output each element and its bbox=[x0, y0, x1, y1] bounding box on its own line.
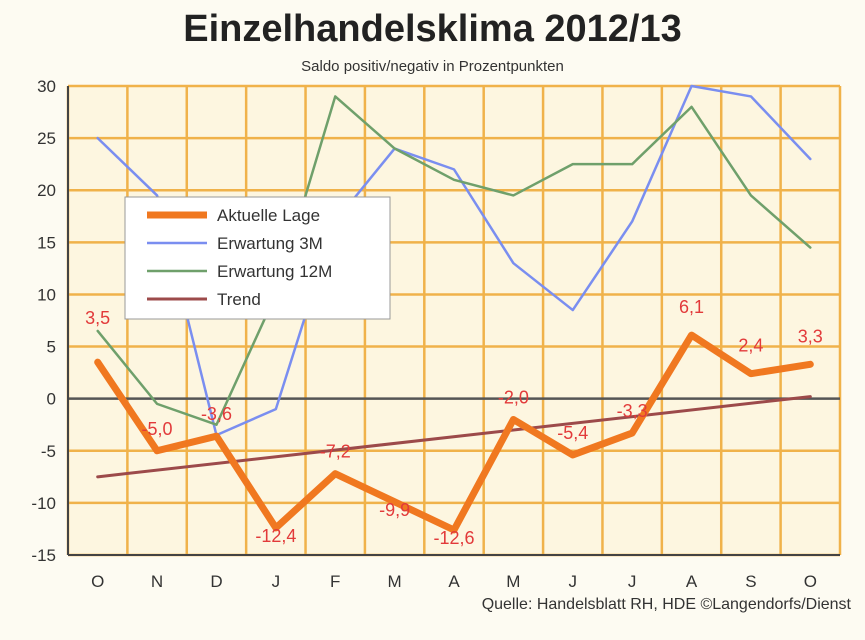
x-tick-label: A bbox=[448, 572, 460, 591]
x-tick-label: J bbox=[569, 572, 578, 591]
y-tick-label: -5 bbox=[41, 442, 56, 461]
data-label: -5,0 bbox=[142, 419, 173, 439]
data-label: -12,6 bbox=[433, 528, 474, 548]
x-tick-label: N bbox=[151, 572, 163, 591]
data-label: 2,4 bbox=[738, 336, 763, 356]
data-label: -3,3 bbox=[617, 401, 648, 421]
x-tick-label: A bbox=[686, 572, 698, 591]
series-line-trend bbox=[96, 395, 812, 479]
data-label: -7,2 bbox=[320, 442, 351, 462]
series-line-aktuelle-lage bbox=[94, 331, 814, 534]
x-tick-label: O bbox=[804, 572, 817, 591]
chart-subtitle: Saldo positiv/negativ in Prozentpunkten bbox=[301, 58, 564, 75]
legend-label: Aktuelle Lage bbox=[217, 206, 320, 225]
x-tick-label: S bbox=[745, 572, 756, 591]
legend-label: Erwartung 12M bbox=[217, 262, 332, 281]
source-note: Quelle: Handelsblatt RH, HDE ©Langendorf… bbox=[481, 596, 851, 613]
y-tick-label: 20 bbox=[37, 181, 56, 200]
chart-title: Einzelhandelsklima 2012/13 bbox=[183, 8, 682, 50]
y-tick-label: -10 bbox=[31, 494, 56, 513]
legend-label: Erwartung 3M bbox=[217, 234, 323, 253]
plot-area bbox=[68, 86, 840, 555]
y-tick-label: -15 bbox=[31, 546, 56, 565]
data-label: 6,1 bbox=[679, 297, 704, 317]
x-tick-label: F bbox=[330, 572, 340, 591]
y-tick-label: 5 bbox=[47, 338, 56, 357]
y-tick-label: 0 bbox=[47, 390, 56, 409]
data-label: -3,6 bbox=[201, 404, 232, 424]
data-label: 3,5 bbox=[85, 308, 110, 328]
y-tick-label: 15 bbox=[37, 233, 56, 252]
data-label: -5,4 bbox=[557, 423, 588, 443]
y-tick-label: 30 bbox=[37, 77, 56, 96]
data-label: -2,0 bbox=[498, 388, 529, 408]
y-tick-label: 25 bbox=[37, 129, 56, 148]
x-tick-label: J bbox=[628, 572, 637, 591]
data-label: -12,4 bbox=[255, 526, 296, 546]
series-line-erwartung-12m bbox=[96, 95, 812, 426]
x-tick-label: M bbox=[506, 572, 520, 591]
data-label: -9,9 bbox=[379, 500, 410, 520]
x-tick-label: D bbox=[210, 572, 222, 591]
y-tick-label: 10 bbox=[37, 285, 56, 304]
x-tick-label: J bbox=[272, 572, 281, 591]
data-label: 3,3 bbox=[798, 326, 823, 346]
legend-label: Trend bbox=[217, 290, 261, 309]
x-tick-label: M bbox=[388, 572, 402, 591]
x-tick-label: O bbox=[91, 572, 104, 591]
